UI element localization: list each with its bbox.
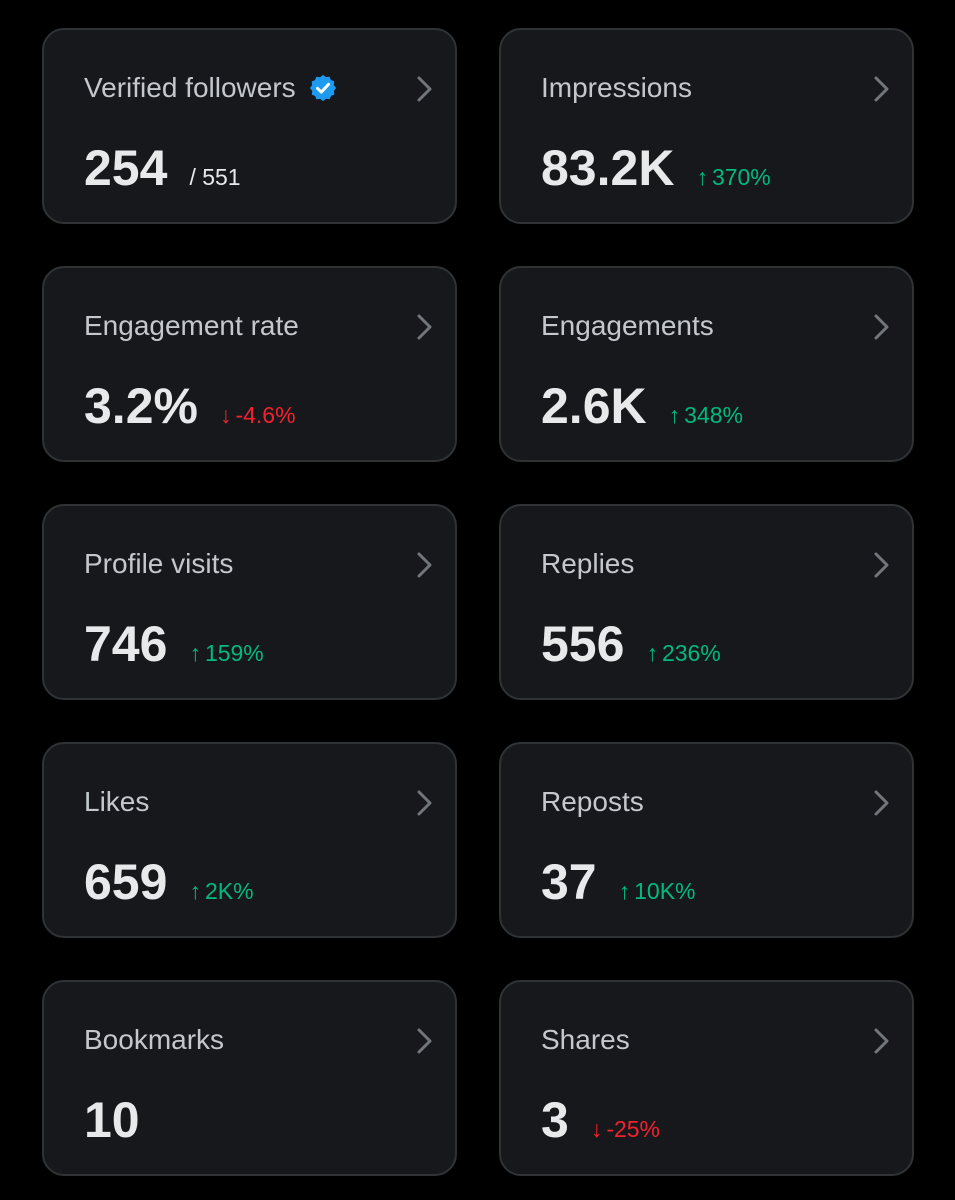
chevron-right-icon (417, 1028, 432, 1054)
change-percent: 2K% (204, 878, 254, 904)
chevron-right-icon (874, 790, 889, 816)
metric-value: 254 (84, 140, 168, 196)
metric-change: ↑ 348% (669, 402, 743, 429)
chevron-right-icon (417, 552, 432, 578)
metric-total: / 551 (189, 164, 241, 190)
metric-row: 83.2K ↑ 370% (541, 138, 771, 198)
card-likes[interactable]: Likes 659 ↑ 2K% (42, 742, 457, 938)
arrow-up-icon: ↑ (189, 640, 201, 666)
chevron-right-icon (417, 314, 432, 340)
card-engagements[interactable]: Engagements 2.6K ↑ 348% (499, 266, 914, 462)
verified-badge-icon (309, 74, 336, 102)
metric-row: 3.2% ↓ -4.6% (84, 376, 296, 436)
metric-row: 746 ↑ 159% (84, 614, 264, 674)
card-title: Impressions (541, 72, 692, 103)
card-title: Likes (84, 786, 150, 817)
card-title: Verified followers (84, 70, 338, 106)
metric-row: 2.6K ↑ 348% (541, 376, 743, 436)
card-engagement-rate[interactable]: Engagement rate 3.2% ↓ -4.6% (42, 266, 457, 462)
card-bookmarks[interactable]: Bookmarks 10 (42, 980, 457, 1176)
chevron-right-icon (874, 314, 889, 340)
arrow-down-icon: ↓ (590, 1116, 603, 1142)
arrow-up-icon: ↑ (668, 402, 681, 428)
metric-value: 3.2% (84, 378, 198, 434)
change-percent: 370% (711, 164, 771, 190)
card-title: Shares (541, 1024, 630, 1055)
change-percent: 348% (684, 402, 743, 428)
metric-value: 3 (541, 1092, 569, 1148)
chevron-right-icon (417, 790, 432, 816)
metric-value: 659 (84, 854, 168, 910)
chevron-right-icon (874, 1028, 889, 1054)
change-percent: 159% (204, 640, 264, 666)
metric-value: 556 (541, 616, 625, 672)
card-title: Bookmarks (84, 1024, 225, 1055)
metric-value: 83.2K (541, 140, 675, 196)
metric-row: 10 (84, 1090, 140, 1150)
card-title: Engagement rate (84, 310, 299, 341)
metric-row: 3 ↓ -25% (541, 1090, 660, 1150)
change-percent: -25% (606, 1116, 661, 1142)
card-profile-visits[interactable]: Profile visits 746 ↑ 159% (42, 504, 457, 700)
metric-change: ↑ 159% (189, 640, 263, 667)
change-percent: -4.6% (235, 402, 296, 428)
metric-change: ↓ -4.6% (220, 402, 296, 429)
chevron-right-icon (417, 76, 432, 102)
metric-value: 746 (84, 616, 168, 672)
metric-change: ↑ 370% (696, 164, 770, 191)
metric-value: 2.6K (541, 378, 647, 434)
card-impressions[interactable]: Impressions 83.2K ↑ 370% (499, 28, 914, 224)
card-shares[interactable]: Shares 3 ↓ -25% (499, 980, 914, 1176)
metric-change: ↑ 236% (646, 640, 720, 667)
metric-change: ↑ 10K% (619, 878, 696, 905)
card-title: Replies (541, 548, 635, 579)
card-title: Reposts (541, 786, 644, 817)
metric-row: 37 ↑ 10K% (541, 852, 696, 912)
metric-row: 254 / 551 (84, 138, 241, 198)
metric-change: ↑ 2K% (189, 878, 253, 905)
metric-row: 659 ↑ 2K% (84, 852, 254, 912)
arrow-up-icon: ↑ (696, 164, 708, 190)
chevron-right-icon (874, 552, 889, 578)
arrow-up-icon: ↑ (189, 878, 201, 904)
change-percent: 236% (661, 640, 721, 666)
card-title: Profile visits (84, 548, 234, 579)
metric-row: 556 ↑ 236% (541, 614, 721, 674)
card-verified-followers[interactable]: Verified followers 254 / 551 (42, 28, 457, 224)
change-percent: 10K% (634, 878, 696, 904)
card-replies[interactable]: Replies 556 ↑ 236% (499, 504, 914, 700)
card-reposts[interactable]: Reposts 37 ↑ 10K% (499, 742, 914, 938)
card-title: Engagements (541, 310, 714, 341)
metric-value: 10 (84, 1092, 140, 1148)
arrow-up-icon: ↑ (618, 878, 631, 904)
arrow-down-icon: ↓ (219, 402, 232, 428)
chevron-right-icon (874, 76, 889, 102)
metric-value: 37 (541, 854, 597, 910)
metric-change: ↓ -25% (591, 1116, 660, 1143)
arrow-up-icon: ↑ (646, 640, 658, 666)
